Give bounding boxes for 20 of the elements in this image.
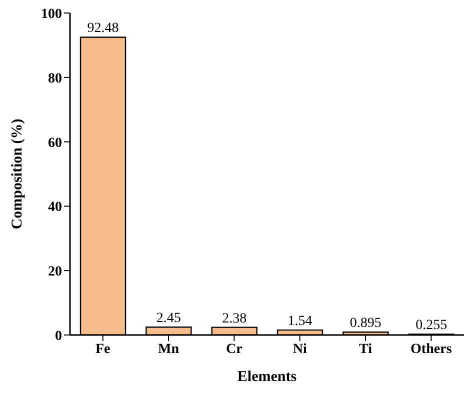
data-label: 92.48 — [87, 21, 119, 36]
x-tick-label: Cr — [226, 342, 242, 357]
x-tick-label: Ti — [359, 342, 372, 357]
data-label: 2.45 — [156, 311, 181, 326]
y-tick-label: 40 — [48, 200, 62, 216]
y-tick-label: 80 — [48, 71, 62, 86]
x-tick-label: Ni — [292, 342, 307, 357]
y-tick-label: 20 — [48, 264, 62, 280]
x-axis-title: Elements — [237, 369, 297, 385]
data-label: 1.54 — [288, 314, 312, 330]
x-tick-label: Fe — [95, 342, 110, 357]
y-tick-label: 60 — [48, 136, 62, 151]
y-tick-label: 0 — [55, 328, 62, 344]
y-tick-label: 100 — [41, 6, 62, 22]
data-label: 2.38 — [222, 311, 247, 326]
y-axis-title: Composition (%) — [9, 118, 26, 230]
x-tick-label: Others — [410, 342, 452, 357]
data-label: 0.255 — [416, 318, 448, 334]
x-tick-label: Mn — [158, 342, 180, 357]
data-label: 0.895 — [350, 316, 382, 332]
